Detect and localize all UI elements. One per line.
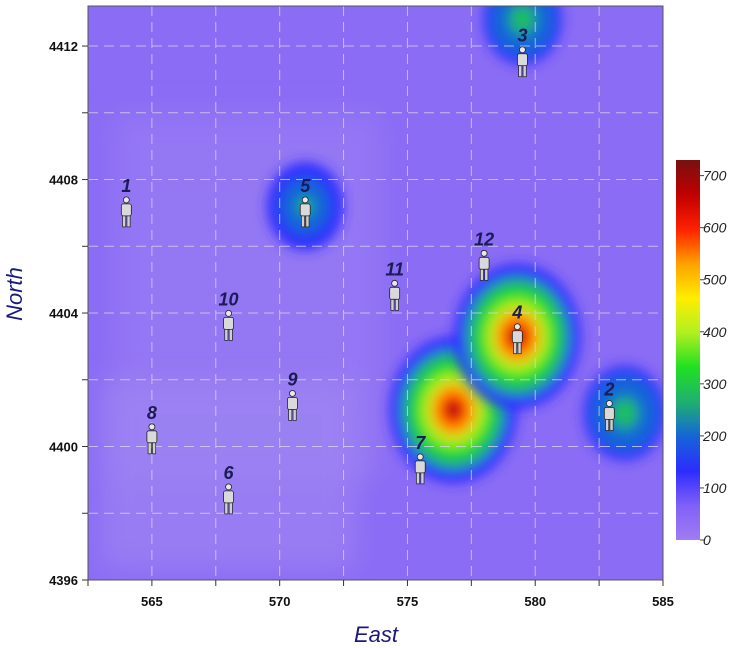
x-axis: 565 570 575 580 585 xyxy=(87,580,674,609)
y-tick-label: 4404 xyxy=(49,306,79,321)
person-icon xyxy=(223,309,234,341)
person-icon xyxy=(146,423,158,455)
person-label: 12 xyxy=(474,229,494,249)
person-label: 9 xyxy=(287,369,297,389)
colorbar-tick-label: 300 xyxy=(703,376,727,392)
person-label: 1 xyxy=(121,176,131,196)
person-label: 7 xyxy=(415,433,426,453)
y-axis-title: North xyxy=(2,267,27,321)
y-tick-label: 4400 xyxy=(49,440,78,455)
colorbar-tick-label: 100 xyxy=(703,480,727,496)
person-marker: 9 xyxy=(287,369,298,421)
colorbar-tick-label: 700 xyxy=(703,168,727,184)
x-axis-title: East xyxy=(354,622,399,647)
person-label: 5 xyxy=(300,176,311,196)
colorbar-tick-label: 0 xyxy=(703,532,711,548)
y-tick-label: 4396 xyxy=(49,573,78,588)
person-icon xyxy=(603,400,615,431)
hotspot-ring xyxy=(447,402,460,418)
colorbar-bar xyxy=(676,160,700,540)
light-patch xyxy=(100,379,357,570)
person-icon xyxy=(511,323,523,355)
x-tick-label: 580 xyxy=(524,594,546,609)
person-label: 8 xyxy=(147,403,157,423)
hotspot-ring xyxy=(518,14,527,24)
colorbar-tick-label: 400 xyxy=(703,324,727,340)
person-marker: 3 xyxy=(517,26,528,78)
x-tick-label: 575 xyxy=(397,594,419,609)
person-icon xyxy=(223,483,234,515)
plot-frame xyxy=(87,5,664,581)
colorbar-tick-label: 200 xyxy=(702,428,727,444)
person-marker: 8 xyxy=(146,403,158,455)
x-tick-label: 585 xyxy=(652,594,674,609)
person-marker: 10 xyxy=(219,289,239,341)
person-icon xyxy=(517,46,528,78)
hotspot xyxy=(483,6,562,65)
person-label: 6 xyxy=(224,463,235,483)
person-marker: 1 xyxy=(120,176,132,228)
person-marker: 11 xyxy=(385,259,404,311)
hotspot xyxy=(583,366,663,461)
person-label: 2 xyxy=(603,379,614,399)
person-marker: 4 xyxy=(511,303,523,355)
person-marker: 5 xyxy=(299,176,311,228)
y-tick-label: 4408 xyxy=(49,173,78,188)
hotspot-ring xyxy=(620,408,629,418)
person-marker: 7 xyxy=(414,433,426,485)
person-icon xyxy=(389,279,401,311)
colorbar-tick-label: 600 xyxy=(703,220,727,236)
person-icon xyxy=(478,249,490,281)
colorbar: 0 100 200 300 400 500 600 700 xyxy=(676,160,727,548)
person-icon xyxy=(287,390,298,421)
person-icon xyxy=(120,196,132,228)
person-icon xyxy=(299,196,311,228)
person-marker: 6 xyxy=(223,463,235,515)
person-icon xyxy=(414,453,426,485)
person-label: 3 xyxy=(517,26,527,46)
x-tick-label: 570 xyxy=(269,594,291,609)
person-label: 11 xyxy=(385,259,404,279)
person-marker: 2 xyxy=(603,379,615,431)
y-axis: 4396 4400 4404 4408 4412 xyxy=(49,39,88,588)
person-label: 4 xyxy=(511,303,522,323)
person-marker: 12 xyxy=(474,229,494,281)
colorbar-tick-label: 500 xyxy=(703,272,727,288)
x-tick-label: 565 xyxy=(141,594,163,609)
person-label: 10 xyxy=(219,289,239,309)
colorbar-ticks: 0 100 200 300 400 500 600 700 xyxy=(700,168,727,548)
y-tick-label: 4412 xyxy=(49,39,78,54)
